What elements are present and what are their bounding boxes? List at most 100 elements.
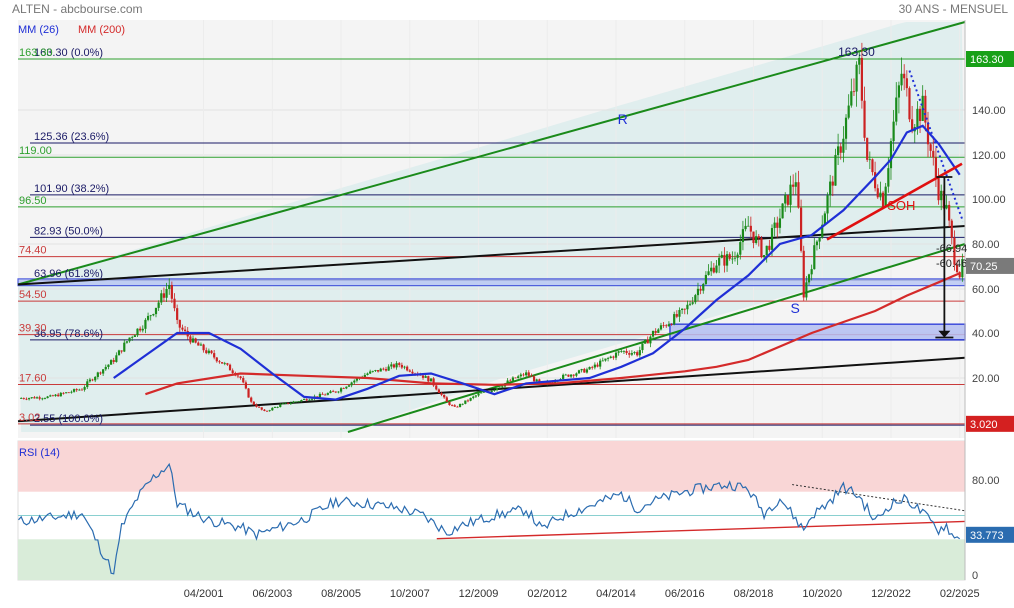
price-candle (321, 392, 324, 395)
candle-body (51, 395, 54, 397)
candle-body (183, 329, 187, 332)
candle-body (104, 366, 107, 370)
price-axis-tick: 40.00 (972, 328, 1000, 340)
price-candle (83, 385, 86, 392)
candle-body (41, 398, 44, 400)
candle-body (918, 108, 922, 121)
candle-body (628, 353, 631, 355)
price-candle (866, 137, 869, 163)
legend-ma-short: MM (26) (18, 24, 59, 36)
candle-body (892, 121, 895, 142)
price-candle (908, 86, 911, 123)
price-candle (437, 388, 440, 394)
price-candle (59, 391, 62, 397)
price-candle (273, 406, 277, 408)
price-candle (115, 352, 118, 363)
candle-body (276, 406, 279, 408)
candle-body (823, 213, 826, 225)
price-candle (281, 402, 285, 405)
price-candle (392, 363, 396, 369)
dotted-trend-line (908, 70, 964, 222)
price-candle (398, 361, 401, 368)
price-candle (575, 372, 578, 378)
candle-body (292, 401, 295, 404)
price-candle (154, 307, 158, 318)
candle-body (342, 388, 345, 390)
candle-body (593, 364, 596, 368)
candle-body (916, 108, 919, 128)
price-candle (530, 373, 533, 377)
price-candle (786, 194, 789, 207)
header-right-label: 30 ANS - MENSUEL (899, 2, 1009, 16)
level-label-green: 119.00 (19, 145, 52, 157)
candle-body (580, 369, 583, 371)
price-candle (612, 355, 615, 360)
level-label-fib: 82.93 (50.0%) (34, 225, 103, 237)
candle-body (792, 184, 795, 187)
candle-body (72, 389, 76, 392)
low-price-badge-bg (966, 415, 1014, 432)
candle-body (675, 314, 678, 317)
candle-body (934, 157, 938, 178)
price-candle (641, 343, 644, 354)
candle-body (731, 258, 734, 260)
candle-body (350, 382, 353, 386)
candle-body (905, 78, 908, 89)
price-candle (51, 394, 54, 397)
candle-body (633, 352, 636, 354)
candle-body (458, 403, 462, 407)
level-label-red: 39.30 (19, 323, 47, 335)
rsi-axis-tick: 80.00 (972, 475, 1000, 487)
candle-body (67, 392, 70, 394)
candle-body (466, 400, 470, 402)
price-candle (792, 174, 795, 196)
candle-body (384, 369, 388, 371)
price-candle (287, 402, 290, 405)
candle-body (70, 391, 73, 393)
price-candle (339, 387, 343, 394)
candle-body (813, 245, 816, 270)
price-candle (70, 390, 73, 394)
price-candle (704, 271, 708, 286)
candle-body (379, 368, 382, 372)
price-candle (897, 81, 901, 114)
price-candle (125, 341, 129, 344)
candle-body (22, 398, 25, 399)
support-line (347, 243, 966, 433)
price-candle (99, 371, 102, 375)
price-candle (673, 311, 676, 326)
price-candle (464, 400, 467, 405)
price-candle (131, 335, 134, 341)
candle-body (62, 392, 65, 394)
price-candle (918, 106, 922, 133)
resistance-line (17, 21, 966, 286)
price-candle (22, 397, 25, 400)
candle-body (723, 254, 726, 266)
price-candle (197, 341, 200, 346)
price-candle (28, 397, 31, 401)
candle-body (784, 194, 787, 204)
candle-body (638, 350, 641, 356)
candle-body (887, 168, 890, 187)
price-candle (25, 397, 28, 401)
price-candle (686, 300, 689, 315)
price-candle (813, 238, 816, 270)
price-candle (765, 245, 768, 263)
price-candle (591, 365, 594, 370)
candle-body (601, 360, 604, 362)
candle-body (207, 350, 210, 354)
level-label-fib: 63.96 (61.8%) (34, 268, 103, 280)
candle-body (577, 370, 581, 374)
price-candle (451, 404, 454, 407)
candle-body (176, 308, 179, 320)
candle-body (665, 325, 668, 327)
rsi-oversold-zone (18, 539, 965, 580)
candle-body (564, 374, 567, 376)
candle-body (202, 344, 205, 351)
price-candle (334, 391, 337, 394)
price-candle (384, 366, 388, 372)
candle-body (612, 356, 615, 358)
candle-body (353, 380, 356, 383)
price-candle (670, 323, 673, 326)
price-candle (263, 409, 266, 412)
